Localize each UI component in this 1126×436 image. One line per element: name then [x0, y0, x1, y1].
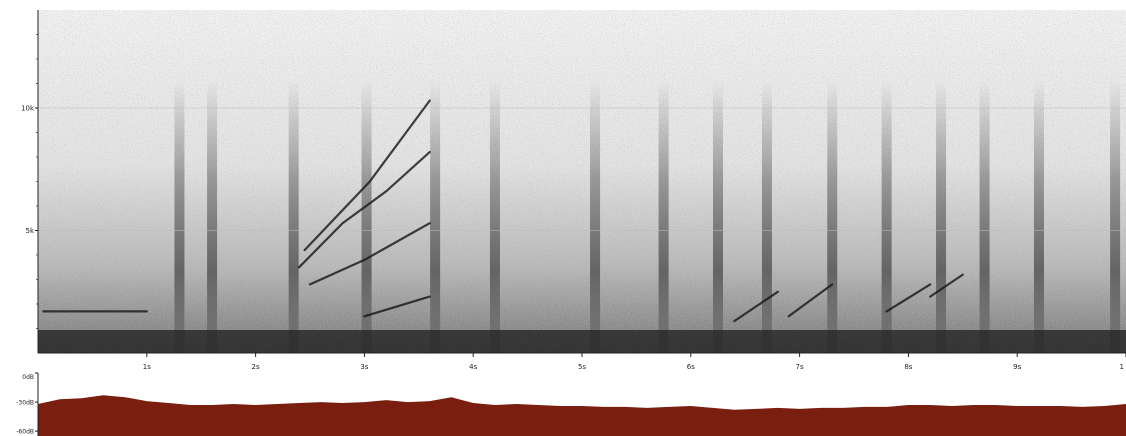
level-tick-label-1: -30dB	[16, 400, 34, 407]
vertical-burst-4	[430, 80, 441, 353]
vertical-burst-12	[936, 80, 947, 353]
y-tick-label-0: 10k	[21, 105, 35, 113]
vertical-burst-7	[658, 80, 669, 353]
vertical-bursts	[174, 80, 1121, 353]
vertical-burst-5	[489, 80, 500, 353]
level-envelope-area	[38, 395, 1126, 436]
level-tick-label-0: 0dB	[22, 374, 34, 381]
y-axis-ticks: 10k 5k	[21, 34, 38, 329]
vertical-burst-15	[1110, 80, 1121, 353]
x-tick-label-9: 1	[1120, 363, 1124, 371]
x-tick-label-4: 5s	[578, 363, 586, 371]
spectrogram-noise	[38, 10, 1126, 353]
harmonic-lines	[42, 99, 964, 323]
vertical-burst-0	[174, 80, 185, 353]
low-frequency-band	[38, 330, 1126, 353]
x-axis-ticks: 1s 2s 3s 4s 5s 6s 7s 8s 9s 1	[143, 353, 1126, 371]
spectrogram-axes: 10k 5k 1s 2s 3s 4s 5s 6s 7s 8s 9s 1	[21, 10, 1126, 371]
x-tick-label-0: 1s	[143, 363, 151, 371]
vertical-burst-10	[827, 80, 838, 353]
level-axis-ticks: 0dB -30dB -60dB	[16, 372, 39, 436]
x-tick-label-3: 4s	[469, 363, 477, 371]
level-meter: 0dB -30dB -60dB	[16, 372, 1126, 436]
harmonic-line-8	[929, 273, 964, 298]
spectrogram-plot-area	[38, 10, 1126, 353]
spectrogram-gridlines	[38, 107, 1126, 231]
harmonic-line-1	[308, 222, 431, 286]
harmonic-line-2	[303, 99, 431, 252]
vertical-burst-13	[979, 80, 990, 353]
harmonic-line-7	[885, 283, 932, 313]
y-tick-label-1: 5k	[25, 227, 34, 235]
harmonic-line-3	[363, 295, 431, 318]
vertical-burst-2	[288, 80, 299, 353]
vertical-burst-8	[713, 80, 723, 353]
x-tick-label-1: 2s	[252, 363, 260, 371]
harmonic-line-6	[787, 283, 834, 318]
vertical-burst-9	[761, 80, 772, 353]
x-tick-label-8: 9s	[1013, 363, 1021, 371]
vertical-burst-3	[361, 80, 372, 353]
level-tick-label-2: -60dB	[16, 429, 34, 436]
vertical-burst-11	[881, 80, 892, 353]
x-tick-label-5: 6s	[687, 363, 695, 371]
vertical-burst-6	[590, 80, 601, 353]
vertical-burst-1	[207, 80, 218, 353]
vertical-burst-14	[1033, 80, 1044, 353]
harmonic-line-5	[733, 290, 779, 323]
x-tick-label-7: 8s	[904, 363, 912, 371]
x-tick-label-6: 7s	[796, 363, 804, 371]
harmonic-line-0	[298, 151, 431, 269]
x-tick-label-2: 3s	[360, 363, 368, 371]
